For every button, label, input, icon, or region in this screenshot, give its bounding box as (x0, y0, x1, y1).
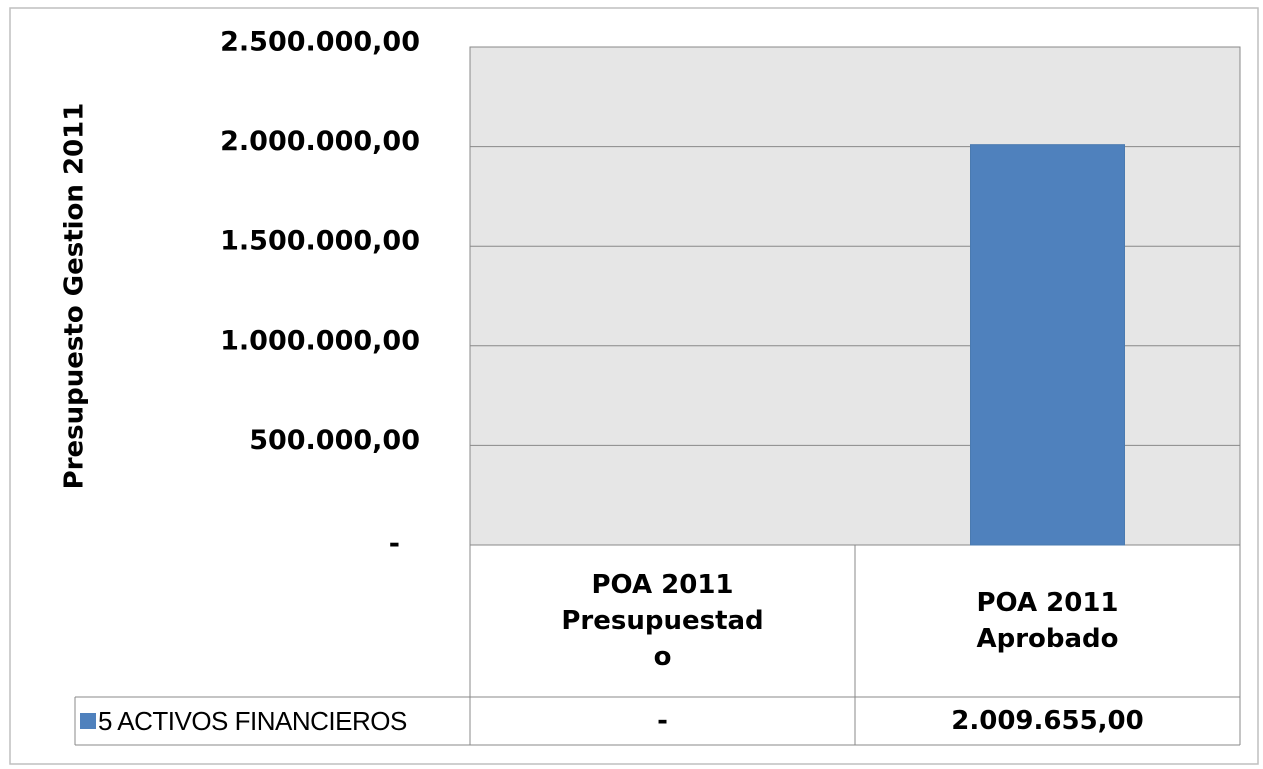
y-tick-label: 2.000.000,00 (220, 126, 420, 157)
data-table-value: - (657, 706, 668, 736)
y-tick-label: 1.500.000,00 (220, 226, 420, 257)
legend-label: 5 ACTIVOS FINANCIEROS (98, 706, 407, 736)
x-tick-label: POA 2011 Aprobado (976, 588, 1119, 654)
bar (970, 144, 1125, 546)
x-tick-label: POA 2011 Presupuestado (561, 570, 764, 672)
data-table-value: 2.009.655,00 (951, 706, 1144, 736)
legend-key (80, 713, 96, 729)
y-tick-label: 2.500.000,00 (220, 27, 420, 58)
y-tick-label: 1.000.000,00 (220, 325, 420, 356)
y-axis-title: Presupuesto Gestion 2011 (60, 103, 90, 490)
y-tick-label: - (389, 529, 400, 560)
y-tick-label: 500.000,00 (249, 425, 420, 456)
